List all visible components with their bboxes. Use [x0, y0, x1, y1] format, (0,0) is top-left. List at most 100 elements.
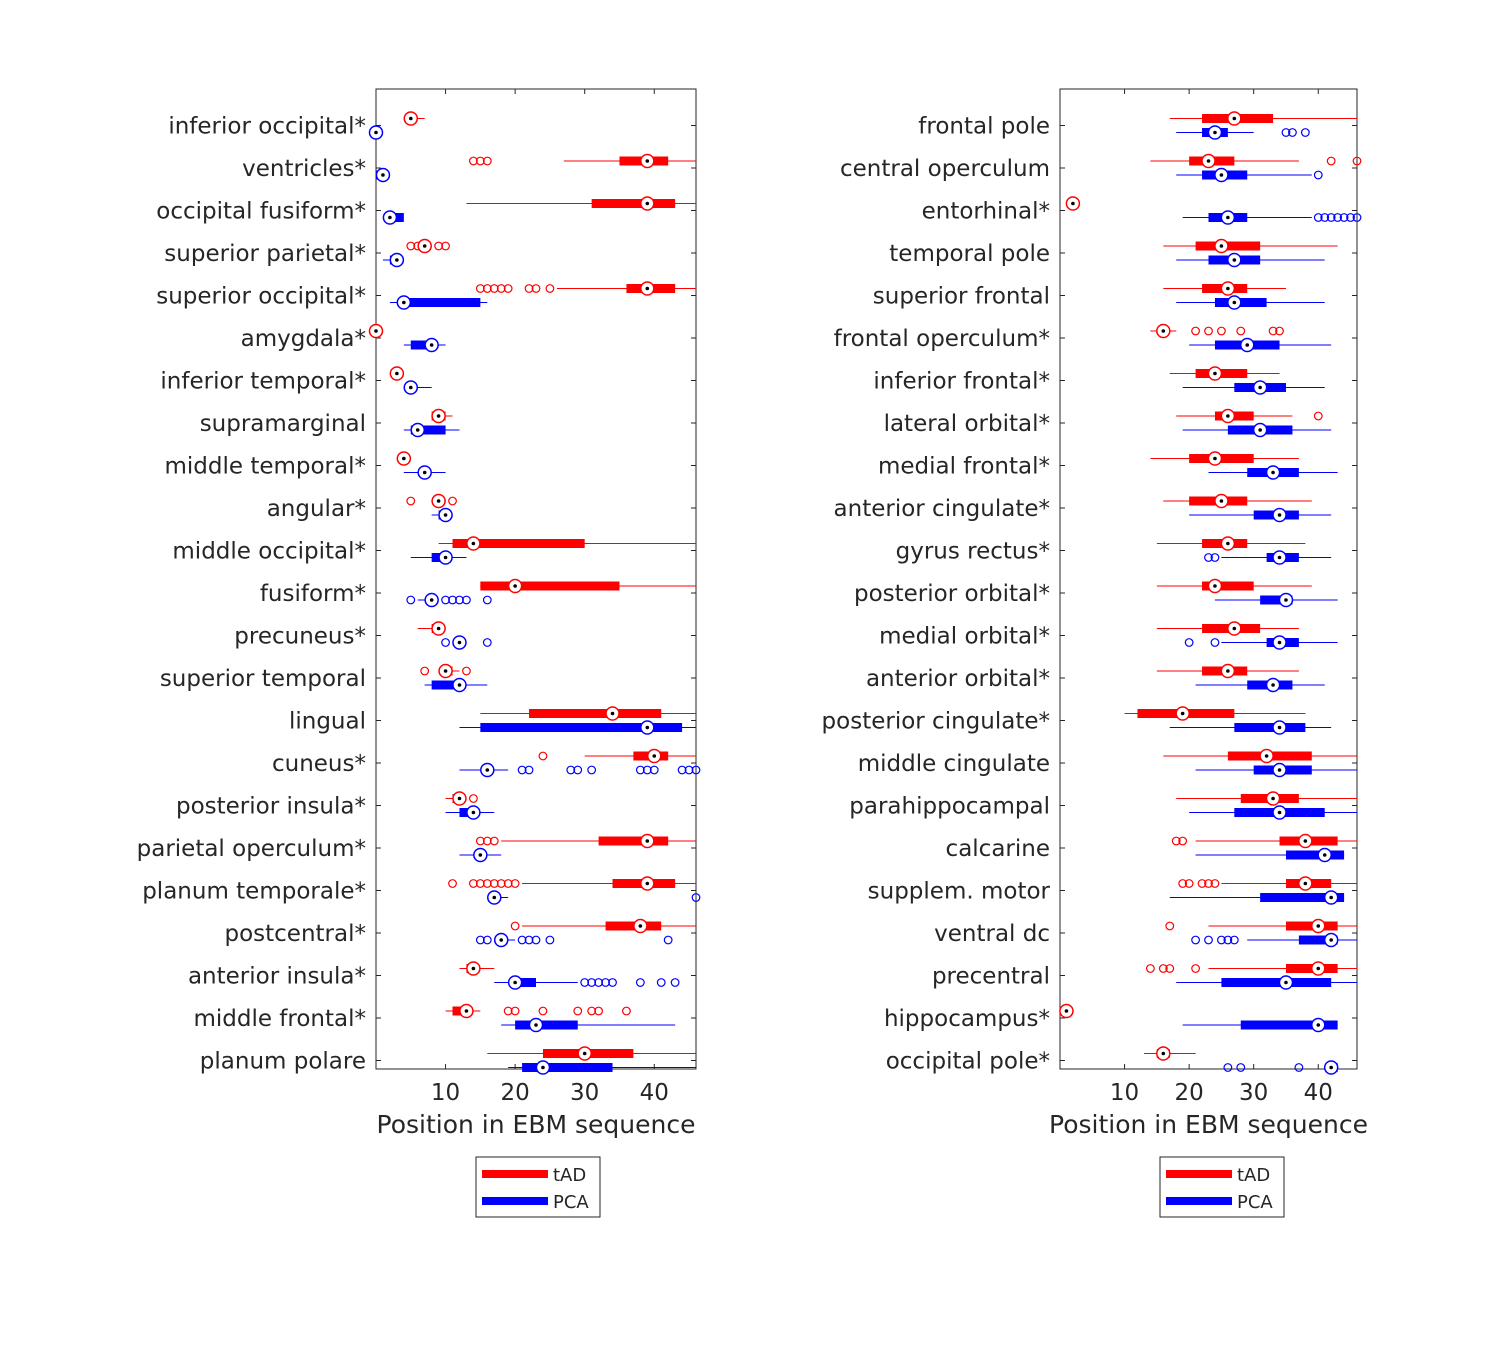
- outlier-point: [510, 1006, 520, 1016]
- outlier-point: [475, 156, 485, 166]
- outlier-point: [1204, 935, 1213, 945]
- y-tick-label: anterior insula*: [188, 964, 366, 990]
- median-dot: [429, 343, 434, 347]
- outlier-point: [649, 765, 659, 775]
- outlier-point: [573, 1006, 583, 1016]
- outlier-point: [1184, 879, 1194, 888]
- outlier-point: [1229, 935, 1239, 945]
- y-tick-label: occipital fusiform*: [156, 199, 366, 225]
- outlier-point: [1326, 213, 1336, 222]
- legend-label: PCA: [553, 1192, 589, 1213]
- outlier-point: [1300, 128, 1310, 137]
- median-dot: [471, 541, 476, 546]
- box: [410, 425, 446, 435]
- outlier-point: [635, 978, 645, 987]
- outlier-point: [1204, 879, 1213, 888]
- outlier-point: [622, 1006, 631, 1016]
- outlier-point: [1210, 638, 1220, 647]
- y-tick-label: anterior orbital*: [866, 666, 1050, 692]
- outlier-point: [691, 893, 701, 902]
- outlier-point: [420, 666, 430, 676]
- y-tick-label: entorhinal*: [922, 199, 1050, 225]
- outlier-point: [441, 595, 450, 605]
- x-tick-label: 20: [500, 1080, 529, 1106]
- median-dot: [408, 385, 413, 390]
- legend-label: tAD: [553, 1165, 586, 1186]
- median-dot: [638, 924, 643, 928]
- median-dot: [1277, 640, 1282, 645]
- y-tick-label: amygdala*: [241, 326, 366, 352]
- outlier-point: [1320, 213, 1330, 222]
- box: [1285, 850, 1345, 860]
- y-tick-label: superior occipital*: [156, 284, 366, 310]
- outlier-point: [475, 836, 485, 846]
- median-dot: [513, 584, 517, 588]
- outlier-point: [587, 1006, 597, 1016]
- box: [1260, 595, 1293, 605]
- median-dot: [457, 640, 462, 645]
- box: [431, 680, 460, 690]
- outlier-point: [517, 765, 527, 775]
- outlier-point: [538, 1006, 548, 1016]
- outlier-point: [475, 284, 485, 293]
- median-dot: [464, 1009, 469, 1013]
- outlier-point: [1236, 326, 1246, 336]
- outlier-point: [1165, 921, 1175, 931]
- outlier-point: [468, 156, 478, 166]
- outlier-point: [503, 1006, 513, 1016]
- y-tick-label: fusiform*: [260, 581, 366, 607]
- box: [522, 1063, 613, 1072]
- median-dot: [1232, 626, 1237, 631]
- median-dot: [1180, 711, 1185, 716]
- median-dot: [1271, 683, 1275, 687]
- outlier-point: [475, 935, 485, 945]
- y-tick-label: posterior insula*: [176, 794, 366, 820]
- outlier-point: [489, 879, 499, 888]
- median-dot: [1232, 116, 1237, 121]
- y-tick-label: parahippocampal: [849, 794, 1050, 820]
- outlier-point: [587, 978, 597, 987]
- y-tick-label: supplem. motor: [868, 879, 1051, 905]
- outlier-point: [462, 595, 471, 605]
- median-dot: [457, 683, 462, 687]
- outlier-point: [482, 638, 492, 647]
- outlier-point: [441, 241, 450, 251]
- outlier-point: [496, 284, 506, 293]
- median-dot: [1226, 286, 1230, 291]
- median-dot: [513, 980, 517, 985]
- outlier-point: [475, 879, 485, 888]
- chart-panel-2: frontal pole central operculum entorhinal*…: [822, 88, 1368, 1218]
- outlier-point: [1210, 553, 1220, 562]
- x-tick-label: 30: [1239, 1080, 1268, 1106]
- box: [480, 723, 683, 732]
- outlier-point: [496, 879, 506, 888]
- y-tick-label: lingual: [289, 709, 366, 735]
- y-tick-label: superior temporal: [160, 666, 366, 692]
- outlier-point: [1217, 935, 1226, 945]
- y-tick-label: occipital pole*: [886, 1049, 1050, 1075]
- outlier-point: [1223, 935, 1233, 945]
- outlier-point: [656, 978, 666, 987]
- series-tAD: [368, 111, 696, 1061]
- box: [1234, 723, 1306, 732]
- y-tick-label: superior parietal*: [164, 241, 366, 267]
- median-dot: [1258, 385, 1262, 390]
- median-dot: [534, 1023, 538, 1027]
- median-dot: [408, 116, 413, 121]
- outlier-point: [1339, 213, 1349, 222]
- median-dot: [1213, 584, 1217, 588]
- outlier-point: [1313, 411, 1323, 421]
- y-tick-label: supramarginal: [200, 411, 366, 437]
- median-dot: [1329, 938, 1333, 942]
- median-dot: [422, 244, 427, 248]
- outlier-point: [517, 935, 527, 945]
- outlier-point: [1352, 156, 1362, 166]
- outlier-point: [1326, 156, 1336, 166]
- median-dot: [1277, 555, 1282, 560]
- outlier-point: [663, 935, 673, 945]
- median-dot: [1213, 371, 1217, 376]
- legend-box: [475, 1156, 601, 1218]
- y-tick-label: middle cingulate: [858, 751, 1050, 777]
